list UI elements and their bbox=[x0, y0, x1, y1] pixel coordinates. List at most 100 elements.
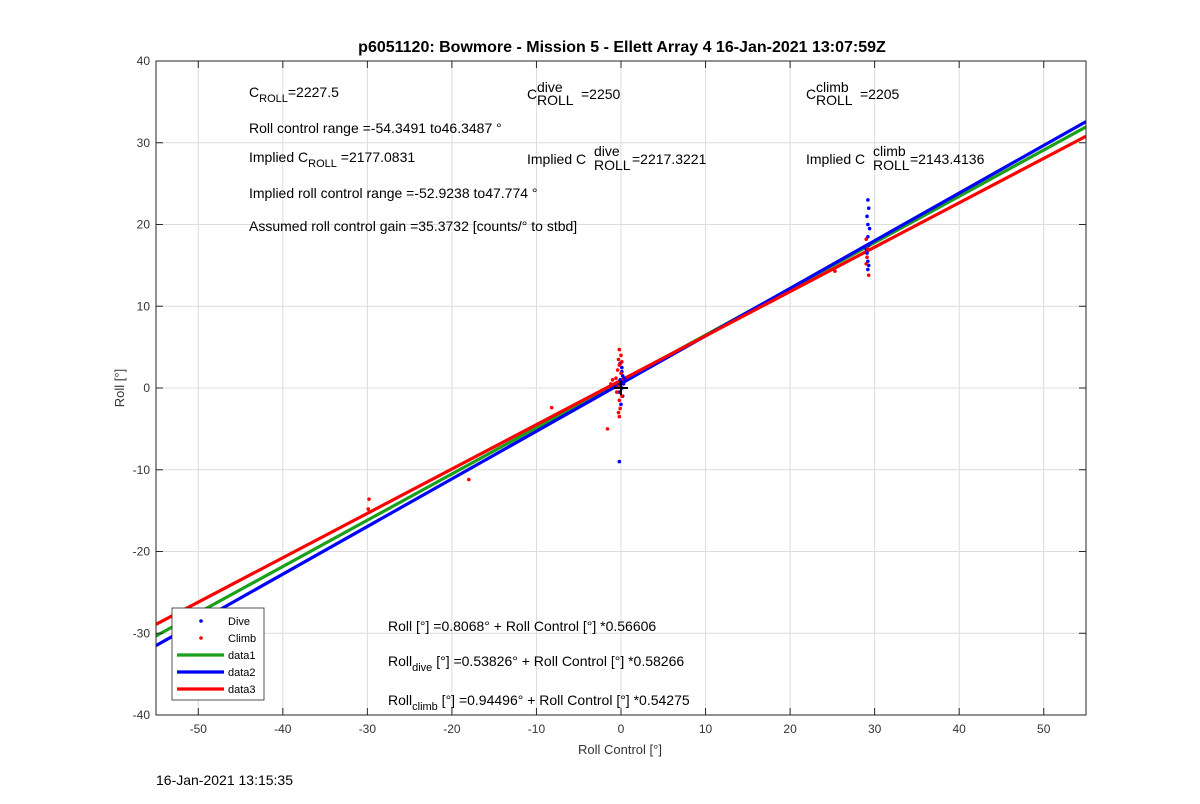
scatter-points bbox=[366, 198, 872, 515]
legend-label: data2 bbox=[228, 667, 256, 679]
fit-all-annotation: Roll [°] =0.8068° + Roll Control [°] *0.… bbox=[388, 618, 656, 634]
point-climb bbox=[619, 371, 623, 376]
c-roll-climb-sup: climb bbox=[816, 79, 849, 95]
annotations: CROLL=2227.5 C dive ROLL =2250 C climb R… bbox=[249, 79, 985, 713]
implied-climb-sup: climb bbox=[873, 143, 906, 159]
point-climb bbox=[617, 347, 622, 352]
point-dive bbox=[617, 459, 622, 464]
implied-c-roll-climb-annotation: Implied C bbox=[806, 151, 865, 167]
point-climb bbox=[619, 353, 623, 358]
c-roll-climb-annotation: C bbox=[806, 86, 816, 102]
point-climb bbox=[866, 247, 870, 251]
implied-range-annotation: Implied roll control range =-52.9238 to4… bbox=[249, 185, 538, 201]
legend-label: data3 bbox=[228, 684, 256, 696]
point-dive bbox=[866, 206, 871, 210]
c-roll-dive-value: =2250 bbox=[581, 86, 621, 102]
implied-climb-value: =2143.4136 bbox=[910, 151, 985, 167]
c-roll-dive-sub: ROLL bbox=[537, 92, 574, 108]
roll-range-annotation: Roll control range =-54.3491 to46.3487 ° bbox=[249, 120, 502, 136]
point-climb bbox=[866, 273, 871, 277]
point-climb bbox=[614, 390, 619, 394]
c-roll-climb-value: =2205 bbox=[860, 86, 900, 102]
x-tick-label: -10 bbox=[528, 722, 546, 736]
c-roll-dive-annotation: C bbox=[527, 86, 537, 102]
c-roll-annotation: CROLL=2227.5 bbox=[249, 84, 339, 105]
y-axis-label: Roll [°] bbox=[112, 369, 127, 407]
point-climb bbox=[616, 410, 621, 415]
point-dive bbox=[866, 198, 870, 202]
legend-label: Dive bbox=[228, 616, 250, 628]
x-tick-label: -50 bbox=[190, 722, 208, 736]
point-climb bbox=[609, 382, 613, 386]
y-axis-ticks: -40 -30 -20 -10 0 10 20 30 40 bbox=[133, 54, 1086, 722]
point-climb bbox=[366, 507, 371, 511]
point-dive bbox=[867, 226, 872, 231]
x-tick-label: 20 bbox=[783, 722, 797, 736]
point-climb bbox=[367, 497, 371, 501]
y-tick-label: 40 bbox=[137, 54, 151, 68]
c-roll-climb-sub: ROLL bbox=[816, 92, 853, 108]
print-timestamp: 16-Jan-2021 13:15:35 bbox=[156, 772, 293, 788]
x-axis-ticks: -50 -40 -30 -20 -10 0 10 20 30 40 50 bbox=[190, 61, 1051, 736]
x-tick-label: 50 bbox=[1037, 722, 1051, 736]
y-tick-label: -10 bbox=[133, 463, 151, 477]
point-dive bbox=[620, 365, 624, 370]
point-climb bbox=[614, 376, 618, 380]
point-climb bbox=[620, 394, 624, 398]
implied-climb-sub: ROLL bbox=[873, 157, 910, 173]
point-dive bbox=[621, 382, 626, 386]
legend-label: Climb bbox=[228, 633, 256, 645]
point-dive bbox=[622, 376, 627, 380]
y-tick-label: 20 bbox=[137, 218, 151, 232]
point-climb bbox=[617, 398, 622, 403]
x-tick-label: -40 bbox=[274, 722, 292, 736]
point-climb bbox=[467, 477, 471, 482]
y-tick-label: 0 bbox=[143, 381, 150, 395]
x-tick-label: -20 bbox=[443, 722, 461, 736]
x-axis-label: Roll Control [°] bbox=[578, 742, 662, 757]
legend: Dive Climb data1 data2 data3 bbox=[171, 607, 265, 701]
c-roll-dive-sup: dive bbox=[537, 79, 563, 95]
point-climb bbox=[367, 510, 371, 515]
legend-label: data1 bbox=[228, 650, 256, 662]
implied-dive-sub: ROLL bbox=[594, 157, 631, 173]
point-dive bbox=[865, 251, 869, 255]
x-tick-label: 30 bbox=[868, 722, 882, 736]
point-climb bbox=[617, 414, 622, 419]
point-climb bbox=[864, 237, 868, 242]
point-climb bbox=[615, 368, 620, 372]
implied-dive-sup: dive bbox=[594, 143, 620, 159]
legend-marker-climb bbox=[199, 636, 203, 640]
x-tick-label: 10 bbox=[699, 722, 713, 736]
point-climb bbox=[610, 378, 615, 382]
legend-marker-dive bbox=[199, 619, 203, 623]
x-tick-label: 40 bbox=[953, 722, 967, 736]
fit-dive-annotation: Rolldive [°] =0.53826° + Roll Control [°… bbox=[388, 653, 684, 674]
point-climb bbox=[864, 261, 868, 266]
gain-annotation: Assumed roll control gain =35.3732 [coun… bbox=[249, 218, 577, 234]
point-climb bbox=[833, 269, 837, 273]
x-tick-label: -30 bbox=[359, 722, 377, 736]
point-dive bbox=[619, 402, 623, 407]
x-tick-label: 0 bbox=[618, 722, 625, 736]
point-dive bbox=[866, 222, 870, 227]
fit-climb-annotation: Rollclimb [°] =0.94496° + Roll Control [… bbox=[388, 692, 690, 713]
origin-marker bbox=[614, 381, 628, 395]
point-climb bbox=[549, 405, 554, 410]
y-tick-label: -30 bbox=[133, 626, 151, 640]
y-tick-label: 30 bbox=[137, 136, 151, 150]
point-dive bbox=[865, 214, 869, 219]
point-climb bbox=[617, 363, 622, 367]
point-climb bbox=[618, 406, 622, 411]
point-climb bbox=[865, 255, 869, 259]
y-tick-label: 10 bbox=[137, 299, 151, 313]
point-climb bbox=[620, 360, 624, 364]
y-tick-label: -40 bbox=[133, 708, 151, 722]
implied-c-roll-dive-annotation: Implied C bbox=[527, 151, 586, 167]
point-climb bbox=[605, 427, 610, 431]
point-climb bbox=[616, 357, 621, 362]
implied-c-roll-annotation: Implied CROLL =2177.0831 bbox=[249, 149, 415, 170]
implied-dive-value: =2217.3221 bbox=[632, 151, 707, 167]
point-dive bbox=[866, 267, 870, 272]
